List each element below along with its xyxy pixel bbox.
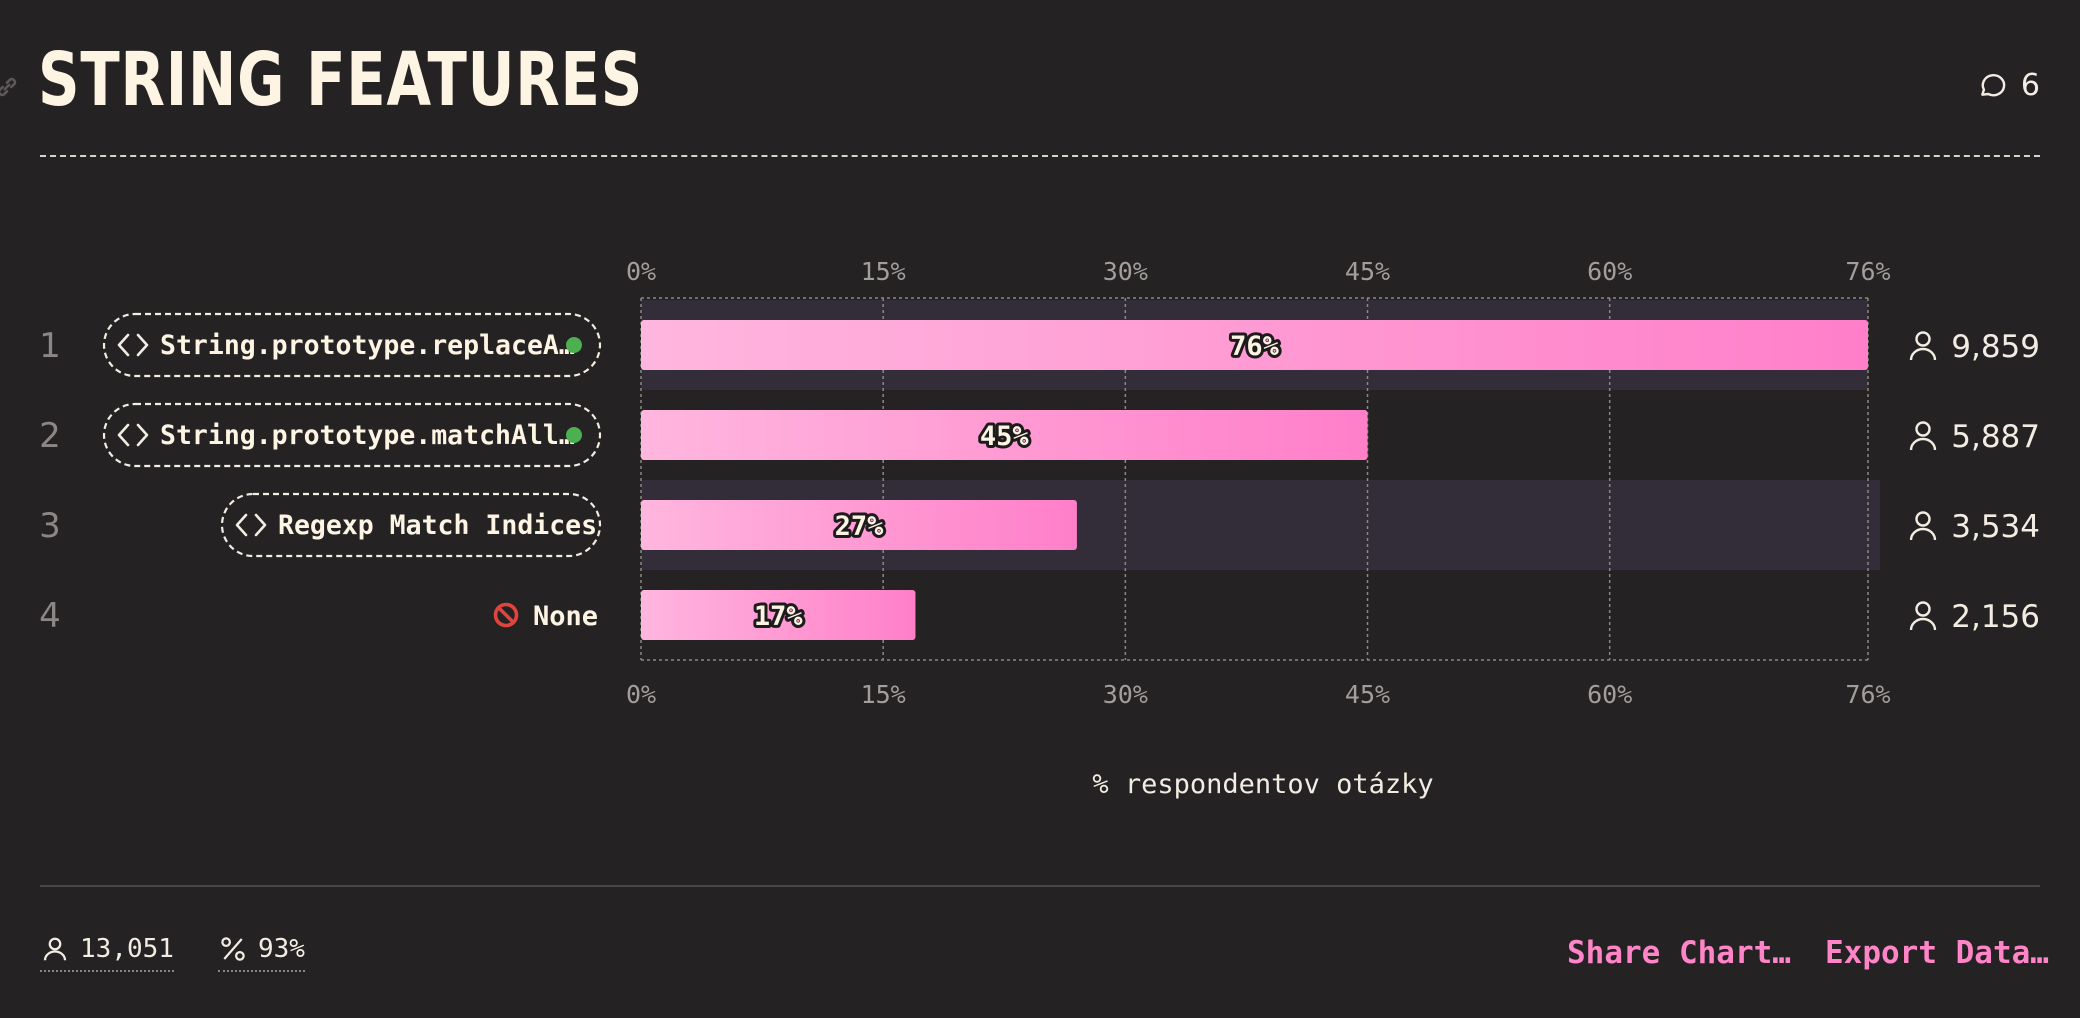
comment-icon xyxy=(1981,73,2006,96)
bar-4[interactable] xyxy=(641,590,916,640)
x-tick-top-5: 76% xyxy=(1845,257,1890,286)
comments-button[interactable]: 6 xyxy=(1977,68,2040,103)
rank-2: 2 xyxy=(39,416,61,456)
percent-icon xyxy=(221,937,245,961)
category-label-4: None xyxy=(533,601,598,632)
available-dot-icon xyxy=(566,427,582,443)
bar-value-label-2: 45% xyxy=(980,421,1030,452)
footer-divider xyxy=(40,885,2040,887)
x-tick-top-2: 30% xyxy=(1103,257,1148,286)
rank-1: 1 xyxy=(39,326,61,366)
x-tick-bottom-2: 30% xyxy=(1103,680,1148,709)
x-tick-top-0: 0% xyxy=(626,257,656,286)
code-icon xyxy=(117,333,149,357)
user-icon xyxy=(1909,511,1937,541)
rank-4: 4 xyxy=(39,596,61,636)
code-icon xyxy=(117,423,149,447)
available-dot-icon xyxy=(566,337,582,353)
bar-3[interactable] xyxy=(641,500,1077,550)
completion-rate[interactable]: 93% xyxy=(218,934,305,972)
x-axis-label: % respondentov otázky xyxy=(1092,769,1433,800)
export-data-button[interactable]: Export Data… xyxy=(1825,935,2049,971)
feature-pill-3[interactable] xyxy=(220,492,602,558)
respondent-count-3: 3,534 xyxy=(1951,509,2040,545)
category-label-1: String.prototype.replaceA… xyxy=(160,330,575,361)
x-tick-bottom-4: 60% xyxy=(1587,680,1632,709)
feature-pill-2[interactable] xyxy=(102,402,602,468)
prohibited-icon-slash xyxy=(497,606,515,624)
feature-pill-1[interactable] xyxy=(102,312,602,378)
bar-1[interactable] xyxy=(641,320,1868,370)
user-icon xyxy=(43,937,67,961)
x-tick-bottom-1: 15% xyxy=(861,680,906,709)
user-icon xyxy=(1909,331,1937,361)
header-divider xyxy=(40,155,2040,157)
bar-2[interactable] xyxy=(641,410,1368,460)
completion-rate-value: 93% xyxy=(258,934,305,964)
share-chart-button[interactable]: Share Chart… xyxy=(1567,935,1791,971)
user-icon xyxy=(1909,421,1937,451)
total-respondents-value: 13,051 xyxy=(80,934,174,964)
category-label-3: Regexp Match Indices xyxy=(278,510,597,541)
category-label-2: String.prototype.matchAll… xyxy=(160,420,575,451)
x-tick-top-1: 15% xyxy=(861,257,906,286)
comments-count: 6 xyxy=(2020,68,2040,103)
bar-chart: 0% 0% 15% 15% 30% 30% 45% 45% 60% 60% 76% 76% % resp… xyxy=(39,257,2040,800)
bar-value-label-1: 76% xyxy=(1230,331,1280,362)
rank-3: 3 xyxy=(39,506,61,546)
x-tick-bottom-0: 0% xyxy=(626,680,656,709)
x-tick-bottom-5: 76% xyxy=(1845,680,1890,709)
page-title: STRING FEATURES xyxy=(38,37,644,123)
bar-value-label-4: 17% xyxy=(754,601,804,632)
bar-value-label-3: 27% xyxy=(835,511,885,542)
total-respondents[interactable]: 13,051 xyxy=(40,934,174,972)
user-icon xyxy=(1909,601,1937,631)
prohibited-icon xyxy=(493,602,519,628)
link-icon[interactable] xyxy=(0,74,20,100)
x-tick-top-4: 60% xyxy=(1587,257,1632,286)
respondent-count-4: 2,156 xyxy=(1951,599,2040,635)
x-tick-bottom-3: 45% xyxy=(1345,680,1390,709)
x-tick-top-3: 45% xyxy=(1345,257,1390,286)
respondent-count-1: 9,859 xyxy=(1951,329,2040,365)
respondent-count-2: 5,887 xyxy=(1951,419,2040,455)
code-icon xyxy=(235,513,267,537)
